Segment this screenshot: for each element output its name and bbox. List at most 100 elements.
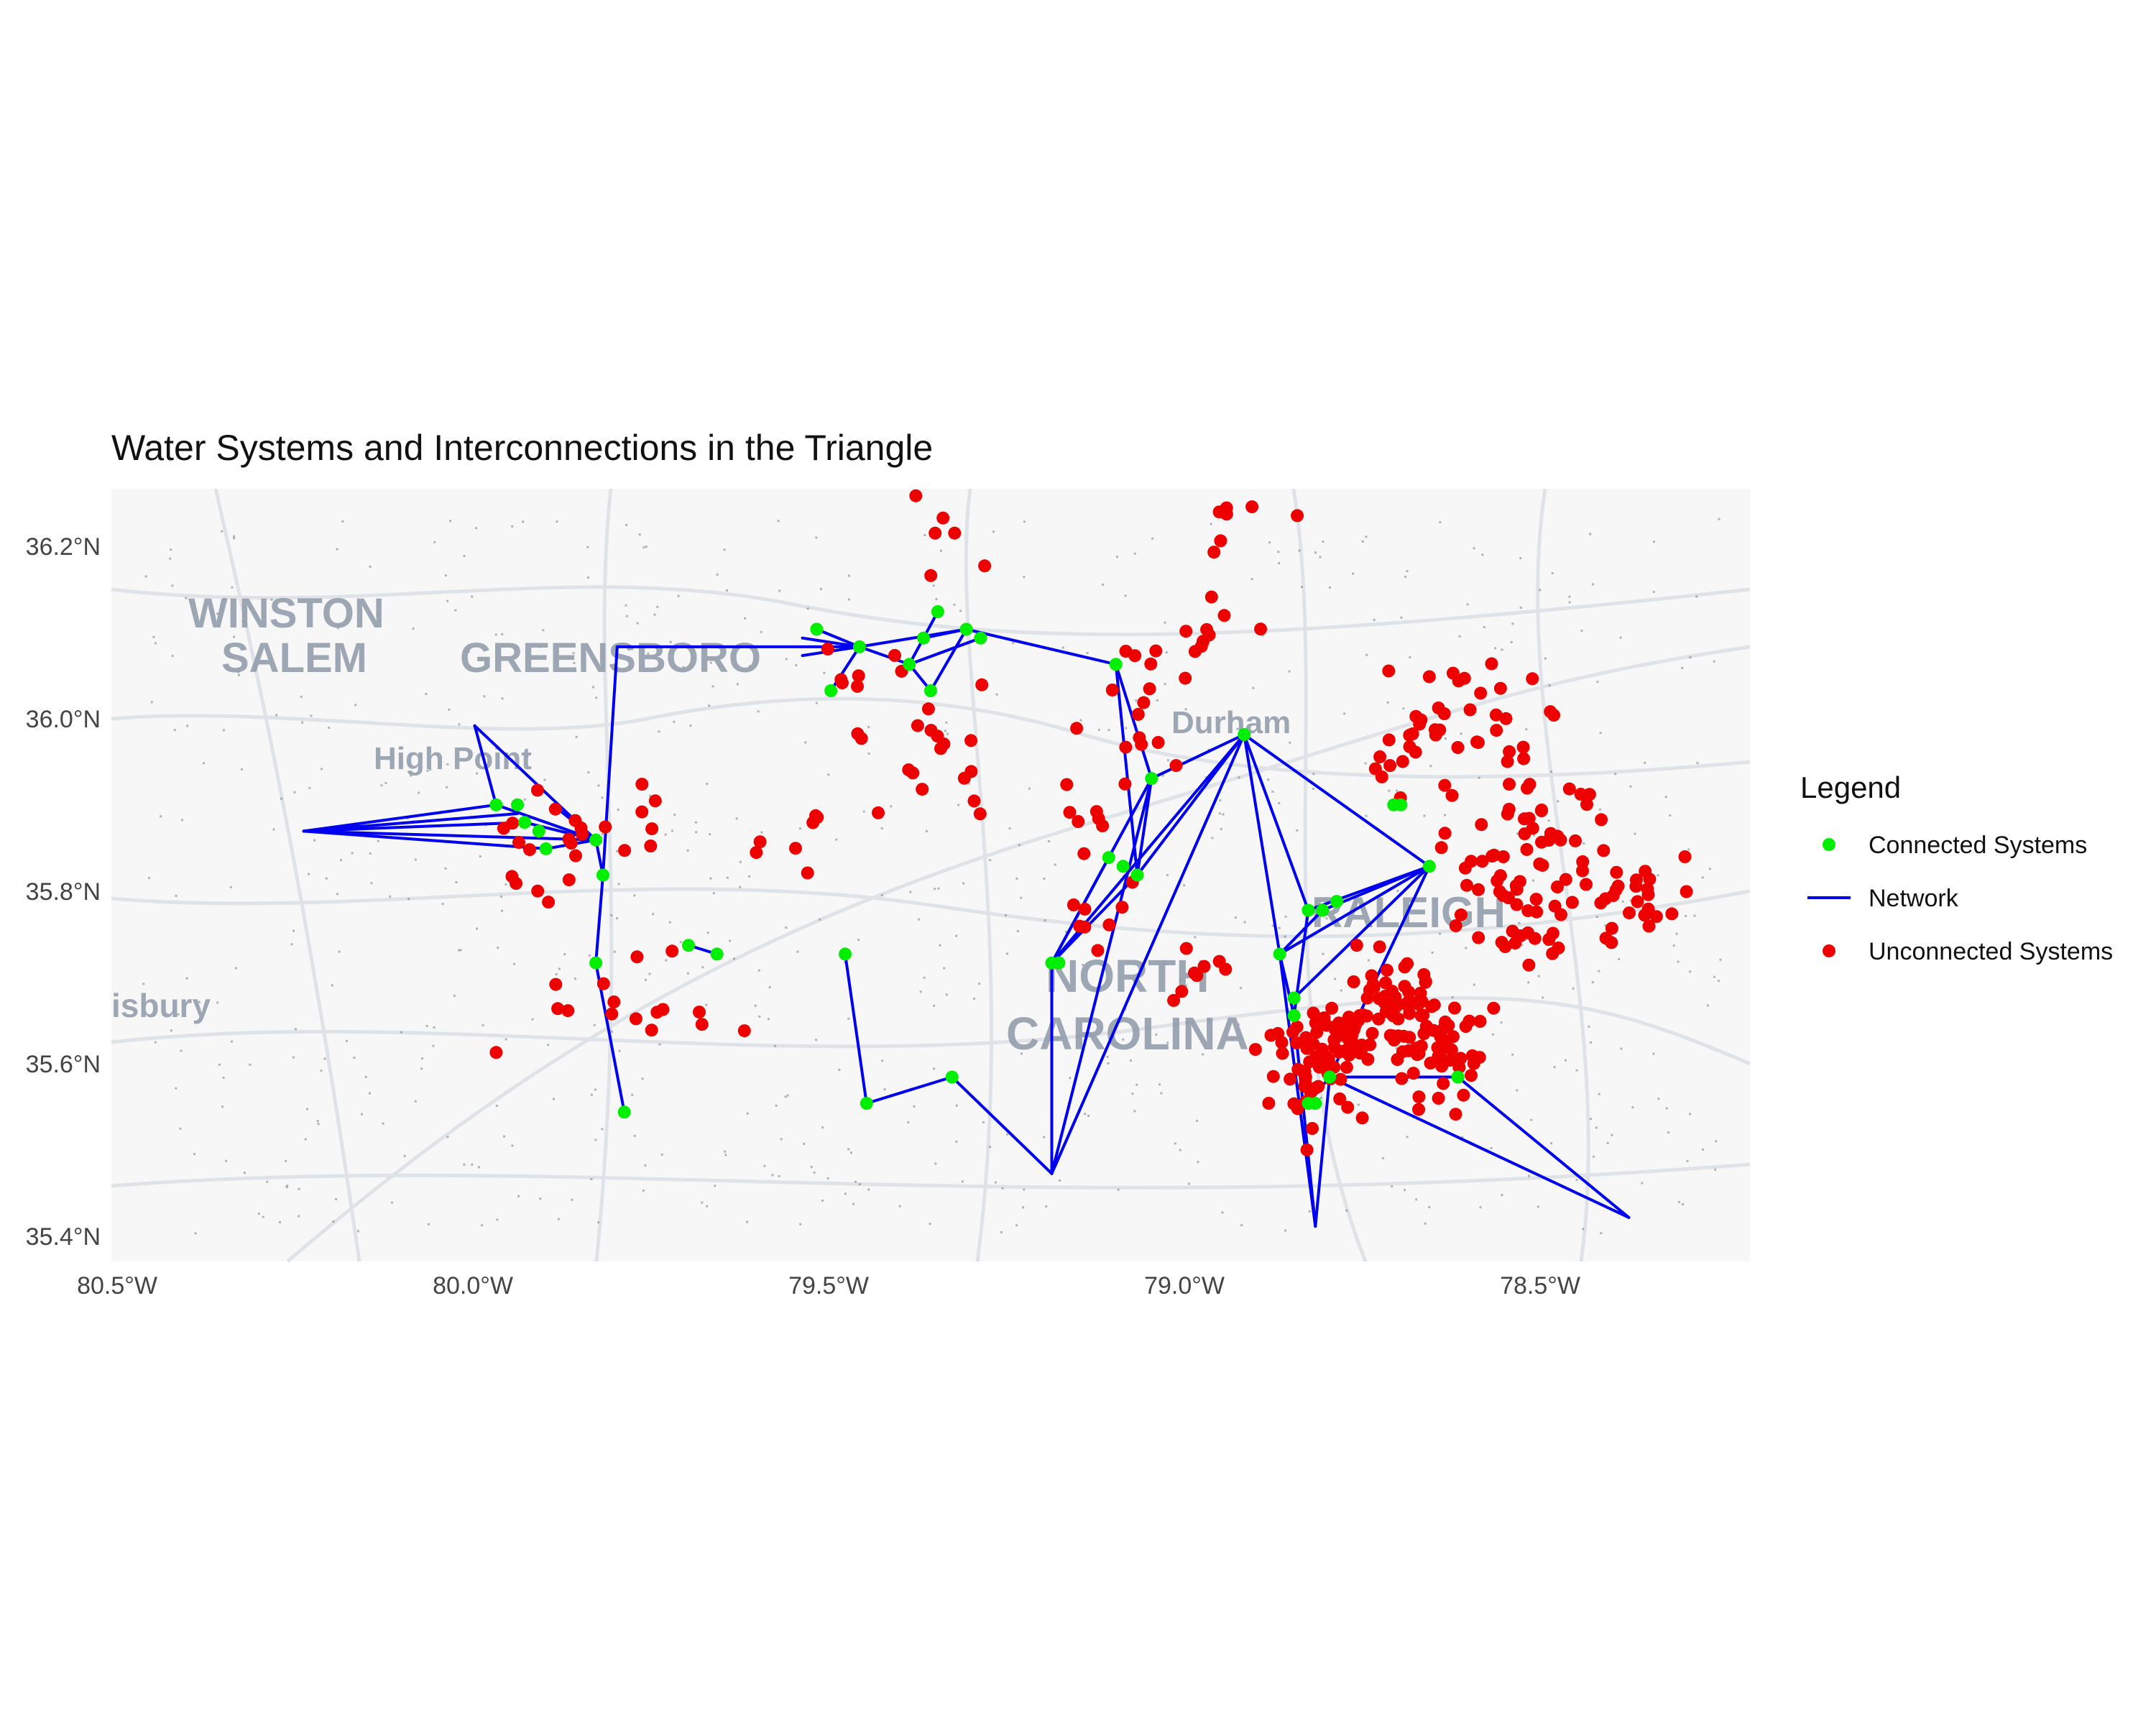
unconnected-system-point: [1551, 880, 1564, 893]
water-speck: [589, 954, 591, 957]
legend-title: Legend: [1800, 770, 1901, 804]
unconnected-system-point: [1451, 741, 1465, 754]
unconnected-system-point: [1437, 1077, 1450, 1090]
water-speck: [943, 967, 946, 970]
water-speck: [1631, 1106, 1634, 1109]
water-speck: [1516, 1089, 1519, 1092]
unconnected-system-point: [1580, 878, 1593, 891]
unconnected-system-point: [1245, 500, 1259, 514]
water-speck: [724, 1154, 727, 1156]
connected-system-point: [1422, 860, 1436, 873]
unconnected-system-point: [934, 742, 947, 755]
unconnected-system-point: [1503, 745, 1516, 758]
unconnected-system-point: [635, 778, 649, 791]
water-speck: [1702, 1148, 1704, 1151]
unconnected-system-point: [1070, 722, 1084, 735]
water-speck: [649, 794, 651, 797]
water-speck: [1547, 819, 1550, 822]
unconnected-system-point: [753, 835, 767, 849]
unconnected-system-point: [1529, 893, 1543, 906]
water-speck: [171, 655, 174, 658]
unconnected-system-point: [1499, 712, 1513, 725]
unconnected-system-point: [1457, 671, 1471, 685]
unconnected-system-point: [1363, 1038, 1377, 1052]
unconnected-system-point: [695, 1018, 709, 1031]
water-speck: [552, 1098, 555, 1100]
connected-system-point: [1102, 851, 1115, 865]
unconnected-system-point: [1520, 842, 1534, 856]
water-speck: [1466, 603, 1469, 606]
water-speck: [482, 1024, 484, 1026]
water-speck: [370, 882, 373, 885]
water-speck: [177, 1013, 180, 1016]
water-speck: [821, 1126, 824, 1129]
water-speck: [821, 1200, 824, 1202]
water-speck: [1059, 1179, 1061, 1182]
unconnected-system-point: [630, 950, 644, 964]
unconnected-system-point: [1262, 1097, 1276, 1110]
network-line: [1114, 663, 1139, 877]
water-speck: [1439, 932, 1442, 935]
water-speck: [1043, 1136, 1046, 1138]
water-speck: [180, 1049, 183, 1052]
water-speck: [597, 784, 600, 787]
water-speck: [695, 831, 698, 834]
water-speck: [610, 914, 613, 916]
water-speck: [414, 858, 417, 861]
water-speck: [1005, 1133, 1008, 1136]
water-speck: [218, 1063, 221, 1066]
water-speck: [231, 586, 234, 589]
unconnected-system-point: [1475, 818, 1488, 832]
unconnected-system-point: [1559, 873, 1572, 886]
water-speck: [446, 763, 449, 765]
connected-system-point: [710, 947, 724, 961]
unconnected-system-point: [1641, 902, 1655, 916]
water-speck: [858, 1183, 861, 1186]
unconnected-system-point: [1131, 707, 1145, 721]
connected-system-point: [839, 947, 852, 961]
water-speck: [1271, 924, 1274, 927]
water-speck: [1300, 586, 1303, 588]
water-speck: [222, 729, 225, 732]
unconnected-system-point: [1149, 644, 1163, 658]
water-speck: [744, 617, 747, 620]
water-speck: [1528, 1174, 1531, 1177]
water-speck: [1023, 520, 1026, 523]
water-speck: [1329, 586, 1331, 589]
plot-panel: WINSTON SALEM GREENSBORO High Point Durh…: [111, 488, 1751, 1263]
unconnected-system-point: [1089, 805, 1103, 819]
unconnected-system-point: [1287, 1097, 1301, 1110]
water-speck: [748, 665, 751, 668]
unconnected-system-point: [1067, 898, 1080, 911]
unconnected-system-point: [569, 849, 582, 862]
unconnected-system-point: [530, 783, 544, 797]
water-speck: [934, 1162, 937, 1165]
unconnected-system-point: [854, 732, 868, 745]
water-speck: [425, 693, 428, 695]
unconnected-system-point: [1306, 1122, 1319, 1135]
water-speck: [304, 1138, 307, 1141]
unconnected-system-point: [1327, 1033, 1341, 1046]
water-speck: [1322, 540, 1325, 543]
legend-item-unconnected: Unconnected Systems: [1823, 938, 2113, 965]
water-speck: [1423, 814, 1426, 817]
unconnected-system-point: [975, 678, 989, 691]
water-speck: [455, 881, 458, 883]
water-speck: [810, 1166, 813, 1169]
connected-system-point: [511, 798, 524, 811]
water-speck: [587, 771, 590, 774]
connected-system-point: [903, 658, 916, 671]
unconnected-system-point: [1432, 1049, 1445, 1063]
water-speck: [625, 604, 627, 607]
water-speck: [1396, 889, 1399, 892]
water-speck: [575, 735, 578, 738]
water-speck: [1165, 651, 1168, 654]
water-speck: [369, 565, 372, 568]
unconnected-system-point: [551, 1002, 565, 1016]
water-speck: [1667, 1131, 1670, 1134]
water-speck: [513, 962, 516, 965]
water-speck: [648, 972, 651, 975]
water-speck: [880, 894, 883, 897]
water-speck: [636, 622, 639, 625]
water-speck: [412, 627, 415, 630]
